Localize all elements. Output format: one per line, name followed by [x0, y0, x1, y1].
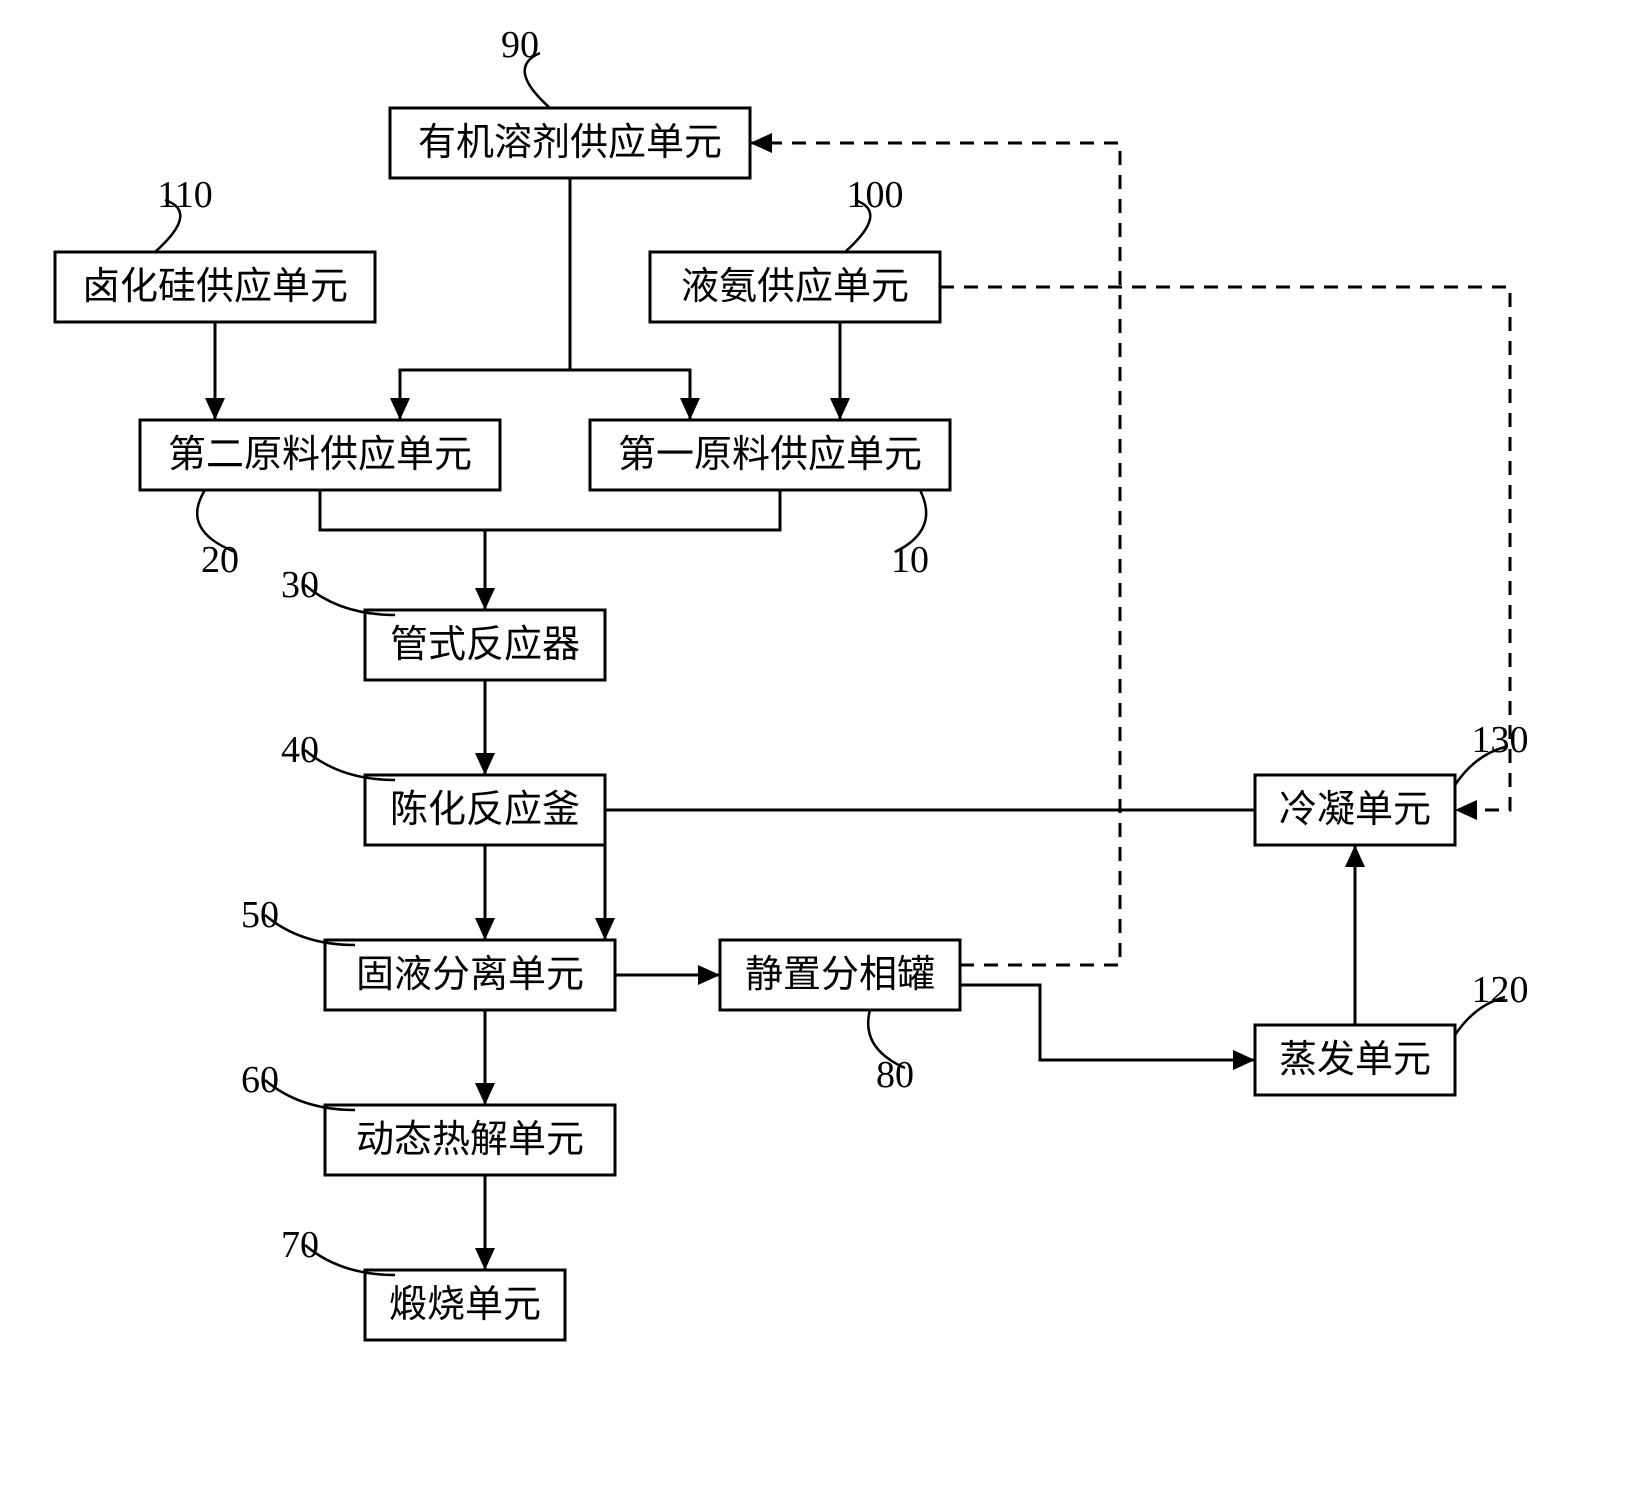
- ref-number: 90: [501, 24, 539, 66]
- flow-node: 固液分离单元: [325, 940, 615, 1010]
- flow-node-label: 陈化反应釜: [390, 789, 580, 831]
- ref-number: 10: [891, 539, 929, 581]
- arrowhead: [475, 588, 495, 610]
- flow-edge: [320, 490, 780, 530]
- arrowhead: [1345, 845, 1365, 867]
- ref-number: 70: [281, 1224, 319, 1266]
- flow-node-label: 管式反应器: [390, 624, 580, 666]
- ref-number: 50: [241, 894, 279, 936]
- ref-number: 80: [876, 1054, 914, 1096]
- ref-number: 100: [847, 174, 904, 216]
- arrowhead: [475, 1248, 495, 1270]
- arrowhead: [1455, 800, 1477, 820]
- arrowhead: [205, 398, 225, 420]
- ref-number: 60: [241, 1059, 279, 1101]
- flow-node: 管式反应器: [365, 610, 605, 680]
- flow-node: 动态热解单元: [325, 1105, 615, 1175]
- flow-edge: [400, 178, 570, 420]
- flow-edge: [605, 810, 1255, 940]
- flow-node-label: 冷凝单元: [1279, 789, 1431, 831]
- flow-node-label: 液氨供应单元: [681, 266, 909, 308]
- flow-node: 有机溶剂供应单元: [390, 108, 750, 178]
- flow-node-label: 煅烧单元: [389, 1284, 541, 1326]
- arrowhead: [595, 918, 615, 940]
- arrowhead: [475, 918, 495, 940]
- flow-node: 卤化硅供应单元: [55, 252, 375, 322]
- arrowhead: [680, 398, 700, 420]
- ref-number: 40: [281, 729, 319, 771]
- flow-node-label: 有机溶剂供应单元: [418, 122, 722, 164]
- flow-node-label: 卤化硅供应单元: [82, 266, 348, 308]
- flow-node: 蒸发单元: [1255, 1025, 1455, 1095]
- flow-edge: [960, 985, 1255, 1060]
- arrowhead: [830, 398, 850, 420]
- flow-node-label: 第一原料供应单元: [618, 434, 922, 476]
- arrowhead: [390, 398, 410, 420]
- arrowhead: [475, 1083, 495, 1105]
- flow-node: 煅烧单元: [365, 1270, 565, 1340]
- ref-number: 130: [1472, 719, 1529, 761]
- flow-node: 静置分相罐: [720, 940, 960, 1010]
- arrowhead: [750, 133, 772, 153]
- ref-number: 20: [201, 539, 239, 581]
- flow-node: 液氨供应单元: [650, 252, 940, 322]
- flow-edge: [940, 287, 1510, 810]
- ref-number: 120: [1472, 969, 1529, 1011]
- flow-node: 第一原料供应单元: [590, 420, 950, 490]
- arrowhead: [1233, 1050, 1255, 1070]
- ref-number: 30: [281, 564, 319, 606]
- flow-node-label: 静置分相罐: [745, 954, 935, 996]
- flow-node: 陈化反应釜: [365, 775, 605, 845]
- arrowhead: [475, 753, 495, 775]
- flowchart-diagram: 有机溶剂供应单元卤化硅供应单元 液氨供应单元第二原料供应单元 第一原料供应单元管式反…: [0, 0, 1644, 1501]
- flow-node-label: 蒸发单元: [1279, 1039, 1431, 1081]
- flow-edge: [570, 370, 690, 420]
- ref-number: 110: [157, 174, 213, 216]
- flow-node-label: 动态热解单元: [356, 1119, 584, 1161]
- arrowhead: [698, 965, 720, 985]
- flow-node-label: 固液分离单元: [356, 954, 584, 996]
- flow-node: 冷凝单元: [1255, 775, 1455, 845]
- flow-node-label: 第二原料供应单元: [168, 434, 472, 476]
- flow-node: 第二原料供应单元: [140, 420, 500, 490]
